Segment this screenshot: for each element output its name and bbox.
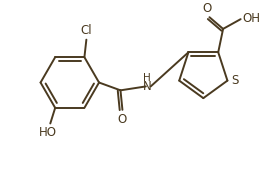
Text: Cl: Cl — [81, 24, 92, 37]
Text: H: H — [143, 73, 151, 83]
Text: O: O — [202, 2, 211, 15]
Text: HO: HO — [39, 126, 57, 139]
Text: O: O — [118, 113, 127, 126]
Text: S: S — [231, 74, 239, 87]
Text: N: N — [142, 80, 151, 93]
Text: OH: OH — [243, 12, 260, 25]
